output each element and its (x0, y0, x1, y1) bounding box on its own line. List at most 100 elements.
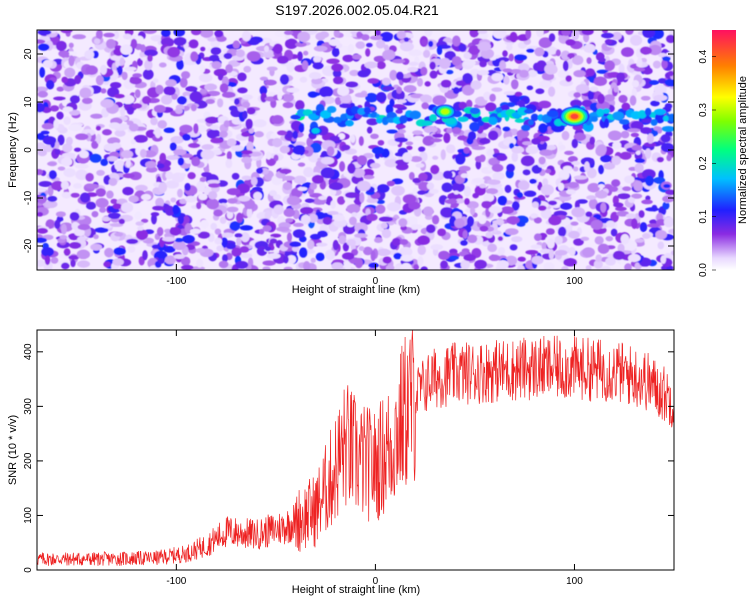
heatmap-cell (561, 130, 570, 141)
heatmap-cell (616, 72, 626, 83)
heatmap-cell (68, 109, 81, 116)
heatmap-cell (545, 168, 552, 174)
heatmap-cell (232, 40, 241, 49)
heatmap-cell (177, 157, 185, 166)
heatmap-cell (573, 132, 587, 141)
heatmap-cell (241, 131, 251, 137)
heatmap-cell (226, 188, 241, 196)
heatmap-cell (347, 163, 356, 174)
heatmap-band-cell (650, 118, 658, 126)
heatmap-cell (536, 60, 547, 72)
heatmap-cell (260, 92, 268, 103)
heatmap-cell (396, 99, 407, 104)
heatmap-cell (486, 149, 494, 156)
heatmap-cell (600, 265, 611, 270)
heatmap-cell (573, 69, 586, 78)
heatmap-cell (590, 219, 604, 230)
heatmap-cell (525, 249, 539, 255)
heatmap-cell (526, 48, 535, 53)
heatmap-cell (657, 126, 663, 134)
heatmap-cell (153, 104, 166, 113)
heatmap-cell (362, 168, 374, 177)
heatmap-cell (293, 175, 307, 185)
heatmap-cell (422, 49, 431, 58)
heatmap-cell (299, 76, 308, 83)
heatmap-cell (413, 264, 420, 270)
heatmap-cell (241, 175, 252, 181)
heatmap-cell (497, 195, 508, 206)
heatmap-cell (571, 207, 585, 218)
heatmap-cell (496, 259, 509, 270)
heatmap-cell (282, 175, 296, 181)
heatmap-cell (440, 149, 446, 161)
heatmap-cell (422, 135, 435, 146)
heatmap-cell (525, 30, 532, 40)
heatmap-cell (402, 194, 417, 204)
heatmap-cell (37, 187, 47, 193)
heatmap-cell (506, 102, 516, 108)
heatmap-cell (62, 106, 74, 112)
heatmap-cell (55, 211, 66, 218)
heatmap-cell (463, 186, 472, 197)
heatmap-cell (140, 218, 149, 223)
heatmap-cell (241, 94, 253, 100)
heatmap-cell (266, 253, 281, 259)
heatmap-cell (182, 133, 191, 141)
heatmap-cell (432, 95, 447, 106)
heatmap-cell (74, 163, 89, 169)
heatmap-cell (442, 170, 453, 179)
heatmap-cell (63, 168, 76, 178)
heatmap-band-cell (590, 116, 598, 122)
heatmap-cell (53, 96, 66, 101)
heatmap-cell (661, 59, 668, 69)
heatmap-cell (624, 175, 635, 184)
heatmap-cell (538, 205, 547, 211)
heatmap-cell (630, 132, 640, 138)
heatmap-ylabel: Frequency (Hz) (7, 112, 19, 188)
heatmap-cell (378, 216, 393, 222)
heatmap-cell (250, 176, 258, 186)
heatmap-cell (64, 67, 76, 78)
heatmap-cell (505, 228, 519, 236)
heatmap-cell (160, 94, 173, 105)
heatmap-hotspot (311, 127, 320, 134)
heatmap-cell (253, 191, 263, 201)
heatmap-cell (117, 65, 123, 76)
heatmap-cell (122, 173, 135, 179)
heatmap-cell (44, 255, 51, 266)
heatmap-cell (405, 141, 414, 146)
heatmap-cell (586, 195, 597, 200)
heatmap-cell (196, 201, 202, 210)
heatmap-cell (132, 73, 143, 78)
heatmap-cell (48, 170, 57, 180)
heatmap-cell (173, 254, 185, 260)
heatmap-cell (519, 69, 529, 78)
heatmap-cell (283, 30, 294, 36)
heatmap-cell (266, 66, 278, 72)
heatmap-cell (272, 137, 283, 148)
heatmap-cell (361, 34, 370, 41)
heatmap-cell (408, 49, 423, 57)
heatmap-cell (45, 219, 55, 229)
heatmap-cell (100, 64, 107, 75)
heatmap-cell (179, 198, 188, 205)
heatmap-cell (169, 227, 182, 236)
heatmap-cell (597, 183, 605, 189)
heatmap-cell (197, 231, 211, 239)
heatmap-cell (242, 101, 251, 109)
heatmap-cell (173, 30, 186, 37)
heatmap-cell (132, 103, 143, 109)
heatmap-cell (37, 39, 46, 44)
heatmap-cell (593, 76, 607, 87)
heatmap-cell (248, 128, 254, 134)
heatmap-cell (103, 261, 111, 268)
heatmap-cell (264, 210, 272, 220)
heatmap-cell (497, 246, 506, 255)
heatmap-cell (648, 80, 660, 86)
heatmap-cell (642, 30, 656, 38)
heatmap-cell (595, 254, 602, 262)
heatmap-cell (91, 210, 99, 218)
heatmap-cell (227, 198, 238, 204)
heatmap-cell (331, 262, 344, 270)
heatmap-cell (481, 200, 492, 209)
